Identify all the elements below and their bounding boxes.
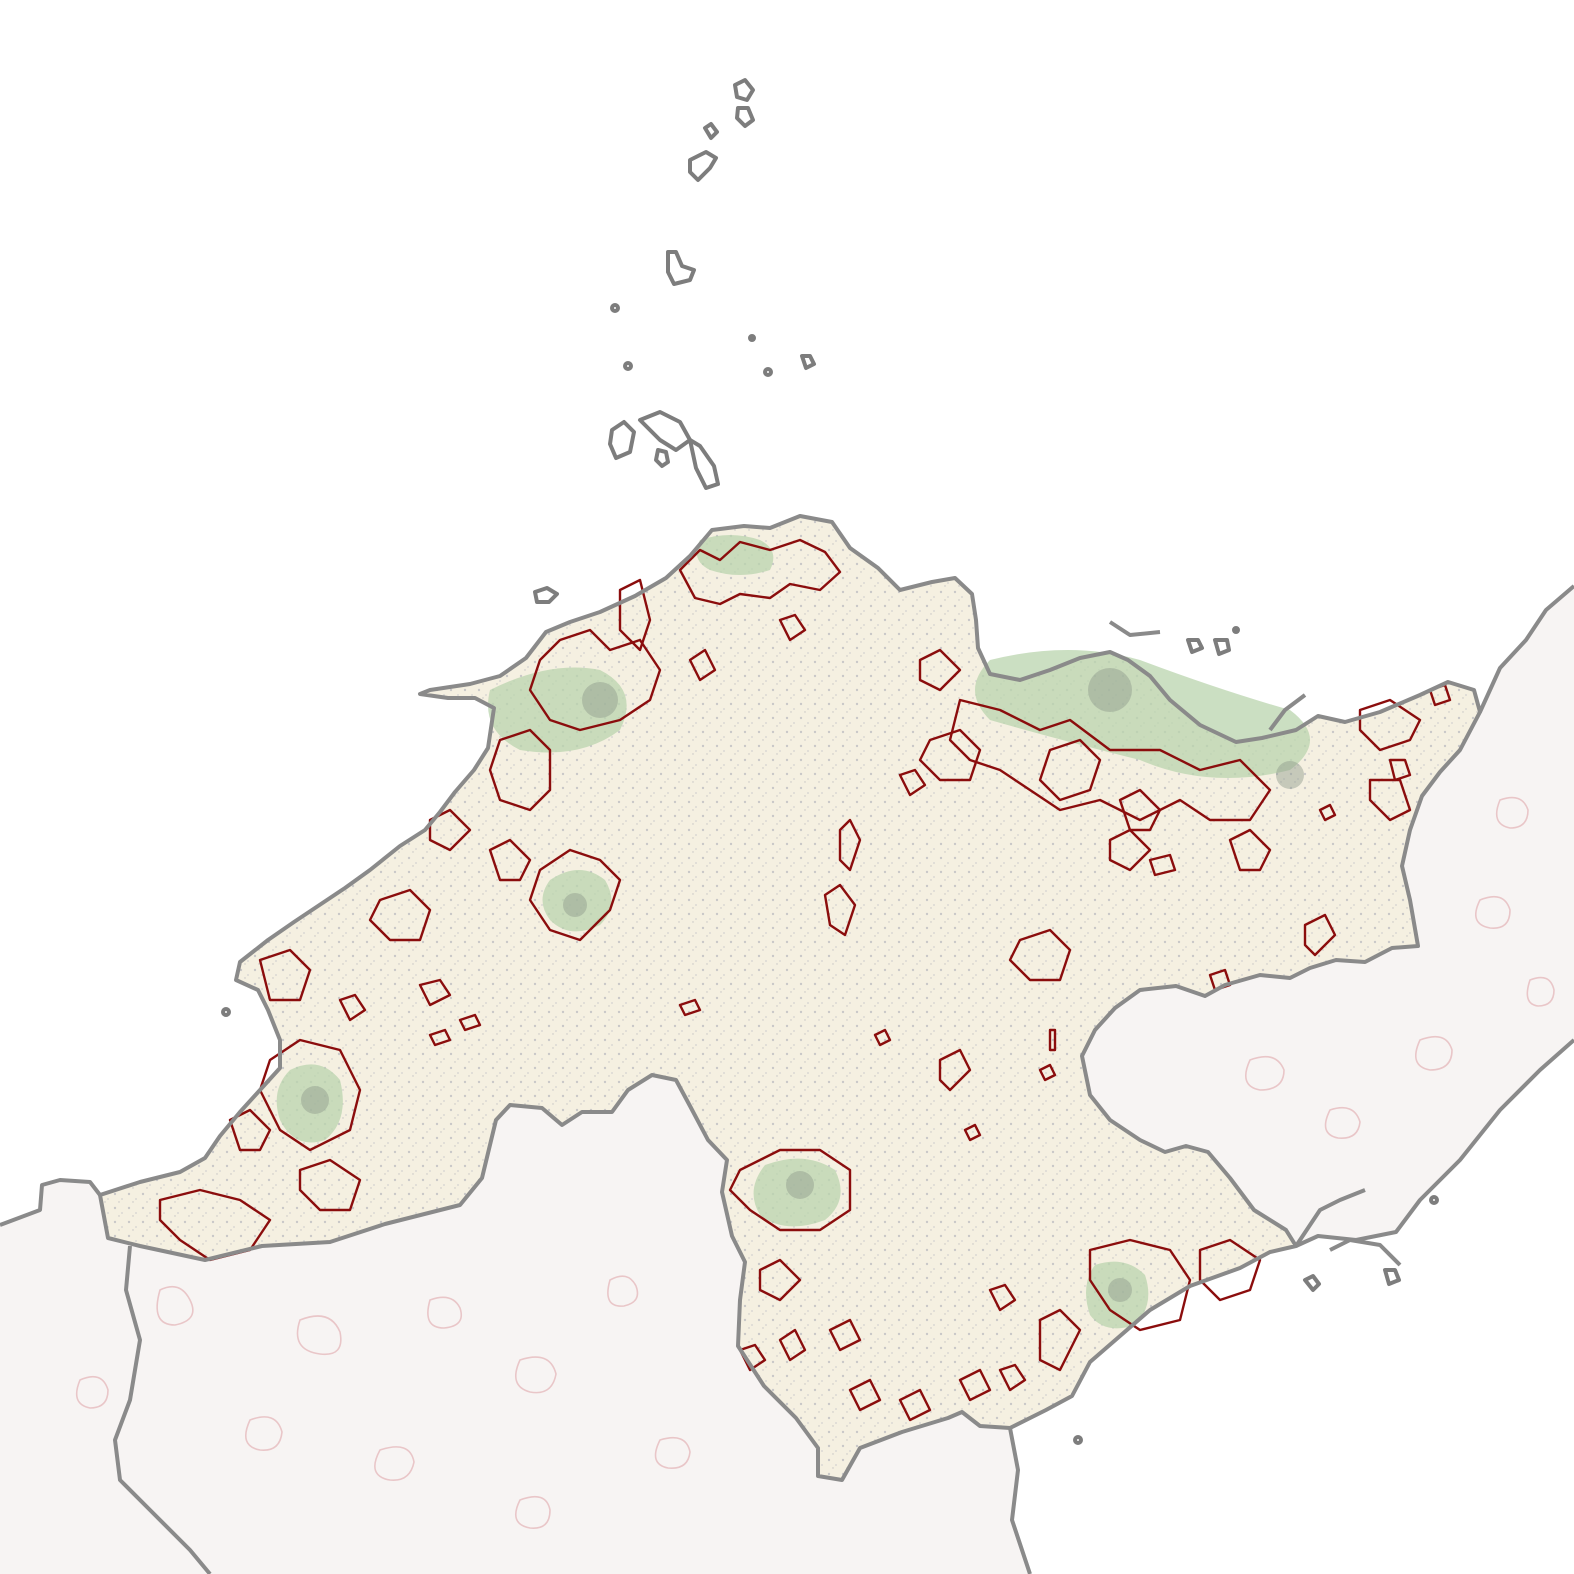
regional-borders: [0, 514, 1574, 1574]
neighbor-region-east: [1082, 586, 1574, 1246]
urban-outlines: [158, 538, 1452, 1422]
islands: [221, 78, 1439, 1445]
urban-areas: [276, 535, 1310, 1329]
